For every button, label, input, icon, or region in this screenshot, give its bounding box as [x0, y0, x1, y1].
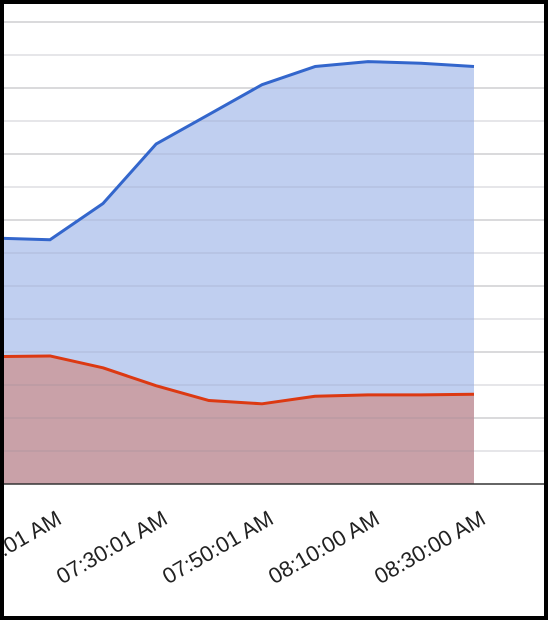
x-tick-label: 07:50:01 AM: [158, 506, 277, 589]
series-lines: [4, 60, 475, 406]
x-tick-label: 08:10:00 AM: [264, 506, 383, 589]
series-2-area: [4, 355, 474, 484]
series-2-line: [4, 354, 475, 406]
series-1-line: [4, 60, 475, 242]
series-areas: [4, 21, 544, 484]
x-tick-label: 08:30:00 AM: [370, 506, 489, 589]
x-tick-label: 07:30:01 AM: [52, 506, 171, 589]
